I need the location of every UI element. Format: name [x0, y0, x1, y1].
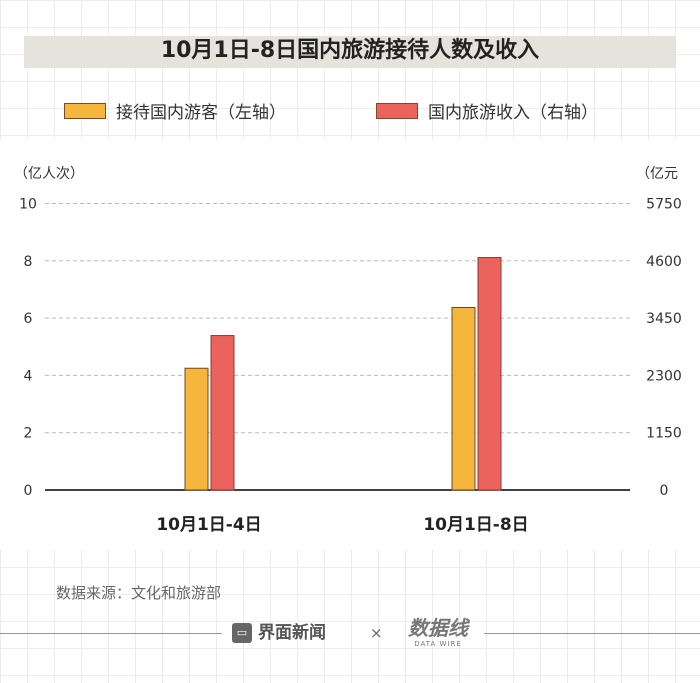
- brand-name: 界面新闻: [258, 623, 326, 643]
- chart-panel: [0, 140, 700, 550]
- times-sign: ×: [370, 624, 383, 642]
- left-tick-label: 10: [19, 197, 37, 213]
- bar-revenue: [210, 335, 235, 491]
- bar-visitors: [451, 306, 476, 491]
- left-axis-label: （亿人次）: [14, 166, 84, 182]
- partner-logo: 数据线 DATA WIRE: [398, 616, 478, 649]
- data-source: 数据来源：文化和旅游部: [56, 584, 222, 602]
- category-label: 10月1日-4日: [156, 515, 261, 535]
- bar-revenue: [477, 257, 502, 491]
- bar-chart: 0 2 4 6 8 10 0 1150 2300 3450 4600 5750 （亿人次） （亿元 10月1…: [14, 166, 682, 535]
- legend-swatch-revenue: [376, 102, 418, 119]
- footer-divider-right: [484, 633, 700, 634]
- chart-title: 10月1日-8日国内旅游接待人数及收入: [160, 38, 540, 63]
- legend: 接待国内游客（左轴） 国内旅游收入（右轴）: [0, 98, 700, 123]
- left-tick-label: 2: [24, 426, 33, 442]
- legend-item-revenue: 国内旅游收入（右轴）: [376, 98, 598, 123]
- right-axis-label: （亿元: [636, 166, 678, 182]
- legend-item-visitors: 接待国内游客（左轴）: [64, 98, 286, 123]
- title-band: [24, 36, 676, 68]
- category-label: 10月1日-8日: [423, 515, 528, 535]
- footer-divider-left: [0, 633, 222, 634]
- brand-logo: ▭ 界面新闻: [232, 622, 326, 644]
- right-tick-label: 2300: [646, 368, 682, 384]
- right-tick-label: 5750: [646, 197, 682, 213]
- bar-visitors: [184, 367, 209, 491]
- legend-swatch-visitors: [64, 102, 106, 119]
- left-tick-label: 6: [24, 311, 33, 327]
- legend-label-visitors: 接待国内游客（左轴）: [116, 103, 286, 123]
- right-tick-label: 0: [660, 483, 669, 499]
- footer: ▭ 界面新闻 × 数据线 DATA WIRE: [0, 614, 700, 654]
- left-tick-label: 4: [24, 368, 33, 384]
- legend-label-revenue: 国内旅游收入（右轴）: [428, 103, 598, 123]
- left-tick-label: 0: [24, 483, 33, 499]
- right-tick-label: 4600: [646, 254, 682, 270]
- right-tick-label: 3450: [646, 311, 682, 327]
- partner-name: 数据线: [408, 616, 468, 640]
- right-tick-label: 1150: [646, 426, 682, 442]
- brand-icon: ▭: [232, 623, 252, 643]
- left-tick-label: 8: [24, 254, 33, 270]
- partner-subtitle: DATA WIRE: [414, 640, 462, 648]
